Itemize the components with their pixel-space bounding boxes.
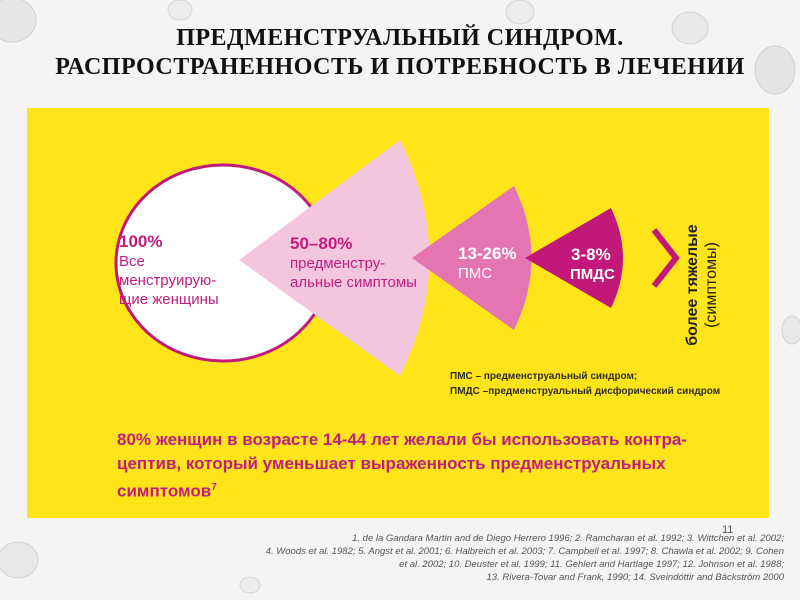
legend-pmdd: ПМДС –предменструальный дисфорический си…: [450, 386, 721, 397]
stage4-label: ПМДС: [570, 266, 615, 283]
statement-line3-text: симптомов: [117, 481, 212, 501]
title-line-1: ПРЕДМЕНСТРУАЛЬНЫЙ СИНДРОМ.: [176, 25, 624, 51]
stage-symptoms-shape: [239, 140, 430, 376]
stage-pmdd-shape: [525, 208, 623, 308]
reference-line: 1. de la Gandara Martin and de Diego Her…: [352, 533, 784, 544]
stage-pms-shape: [412, 186, 532, 330]
funnel-shapes: [114, 140, 680, 376]
severity-label: более тяжелые (симптомы): [683, 210, 723, 360]
stage1-label-line1: Все: [119, 253, 145, 270]
severity-note: (симптомы): [703, 242, 720, 328]
statement-line2: цептив, который уменьшает выраженность п…: [117, 454, 666, 473]
stage2-percent: 50–80%: [290, 234, 353, 253]
stage3-label: ПМС: [458, 265, 493, 282]
statement-line3: симптомов7: [117, 476, 747, 504]
title-line-2: РАСПРОСТРАНЕННОСТЬ И ПОТРЕБНОСТЬ В ЛЕЧЕН…: [55, 54, 745, 80]
statement-line1: 80% женщин в возрасте 14-44 лет желали б…: [117, 430, 687, 449]
prevalence-diagram: 100% Все менструирую- щие женщины 50–80%…: [27, 108, 769, 518]
page-number: 11: [722, 524, 734, 536]
reference-line: 4. Woods et al. 1982; 5. Angst et al. 20…: [265, 546, 784, 557]
stage2-label-line2: альные симптомы: [290, 274, 417, 291]
footnote-mark: 7: [211, 482, 217, 493]
stage2-label-line1: предменстру-: [290, 255, 386, 272]
reference-line: et al. 2002; 10. Deuster et al. 1999; 11…: [399, 559, 784, 570]
contraceptive-statement: 80% женщин в возрасте 14-44 лет желали б…: [117, 428, 747, 504]
stage1-label-line3: щие женщины: [119, 291, 219, 308]
reference-line: 13. Rivera-Tovar and Frank, 1990; 14. Sv…: [486, 572, 784, 583]
severity-strong: более тяжелые: [684, 224, 701, 346]
stage1-percent: 100%: [119, 232, 163, 251]
references: 1. de la Gandara Martin and de Diego Her…: [110, 532, 784, 584]
severity-arrow-icon: [651, 228, 680, 288]
stage1-label-line2: менструирую-: [119, 272, 217, 289]
page-title: ПРЕДМЕНСТРУАЛЬНЫЙ СИНДРОМ. РАСПРОСТРАНЕН…: [0, 24, 800, 82]
stage3-percent: 13-26%: [458, 244, 517, 263]
legend-pms: ПМС – предменструальный синдром;: [450, 371, 638, 382]
stage4-percent: 3-8%: [571, 245, 611, 264]
